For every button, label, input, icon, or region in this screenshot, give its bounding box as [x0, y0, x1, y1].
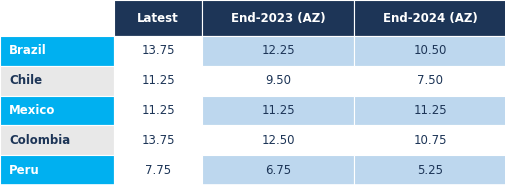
Bar — [202, 155, 354, 185]
Bar — [202, 66, 354, 96]
Bar — [0, 0, 114, 36]
Bar — [354, 155, 505, 185]
Bar — [0, 96, 114, 125]
Text: End-2024 (AZ): End-2024 (AZ) — [382, 11, 477, 25]
Bar — [114, 36, 202, 66]
Bar — [0, 125, 114, 155]
Bar — [354, 96, 505, 125]
Text: 6.75: 6.75 — [265, 164, 291, 177]
Bar — [202, 125, 354, 155]
Bar — [0, 66, 114, 96]
Text: 10.75: 10.75 — [413, 134, 446, 147]
Text: 12.50: 12.50 — [261, 134, 294, 147]
Bar — [202, 0, 354, 36]
Text: 11.25: 11.25 — [413, 104, 446, 117]
Text: 10.50: 10.50 — [413, 44, 446, 58]
Text: 5.25: 5.25 — [416, 164, 442, 177]
Bar — [0, 155, 114, 185]
Bar — [354, 125, 505, 155]
Text: Mexico: Mexico — [9, 104, 56, 117]
Bar — [354, 36, 505, 66]
Bar — [354, 0, 505, 36]
Bar — [114, 96, 202, 125]
Text: 11.25: 11.25 — [261, 104, 294, 117]
Text: Peru: Peru — [9, 164, 40, 177]
Text: Brazil: Brazil — [9, 44, 47, 58]
Text: 9.50: 9.50 — [265, 74, 291, 87]
Bar — [114, 125, 202, 155]
Text: 7.50: 7.50 — [416, 74, 442, 87]
Bar — [354, 66, 505, 96]
Bar — [0, 36, 114, 66]
Text: Latest: Latest — [137, 11, 179, 25]
Text: 11.25: 11.25 — [141, 104, 175, 117]
Bar — [114, 66, 202, 96]
Text: 12.25: 12.25 — [261, 44, 294, 58]
Text: Chile: Chile — [9, 74, 42, 87]
Bar — [114, 0, 202, 36]
Text: End-2023 (AZ): End-2023 (AZ) — [230, 11, 325, 25]
Text: 13.75: 13.75 — [141, 134, 175, 147]
Text: 11.25: 11.25 — [141, 74, 175, 87]
Text: 13.75: 13.75 — [141, 44, 175, 58]
Bar — [202, 96, 354, 125]
Bar — [114, 155, 202, 185]
Text: 7.75: 7.75 — [145, 164, 171, 177]
Bar — [202, 36, 354, 66]
Text: Colombia: Colombia — [9, 134, 70, 147]
